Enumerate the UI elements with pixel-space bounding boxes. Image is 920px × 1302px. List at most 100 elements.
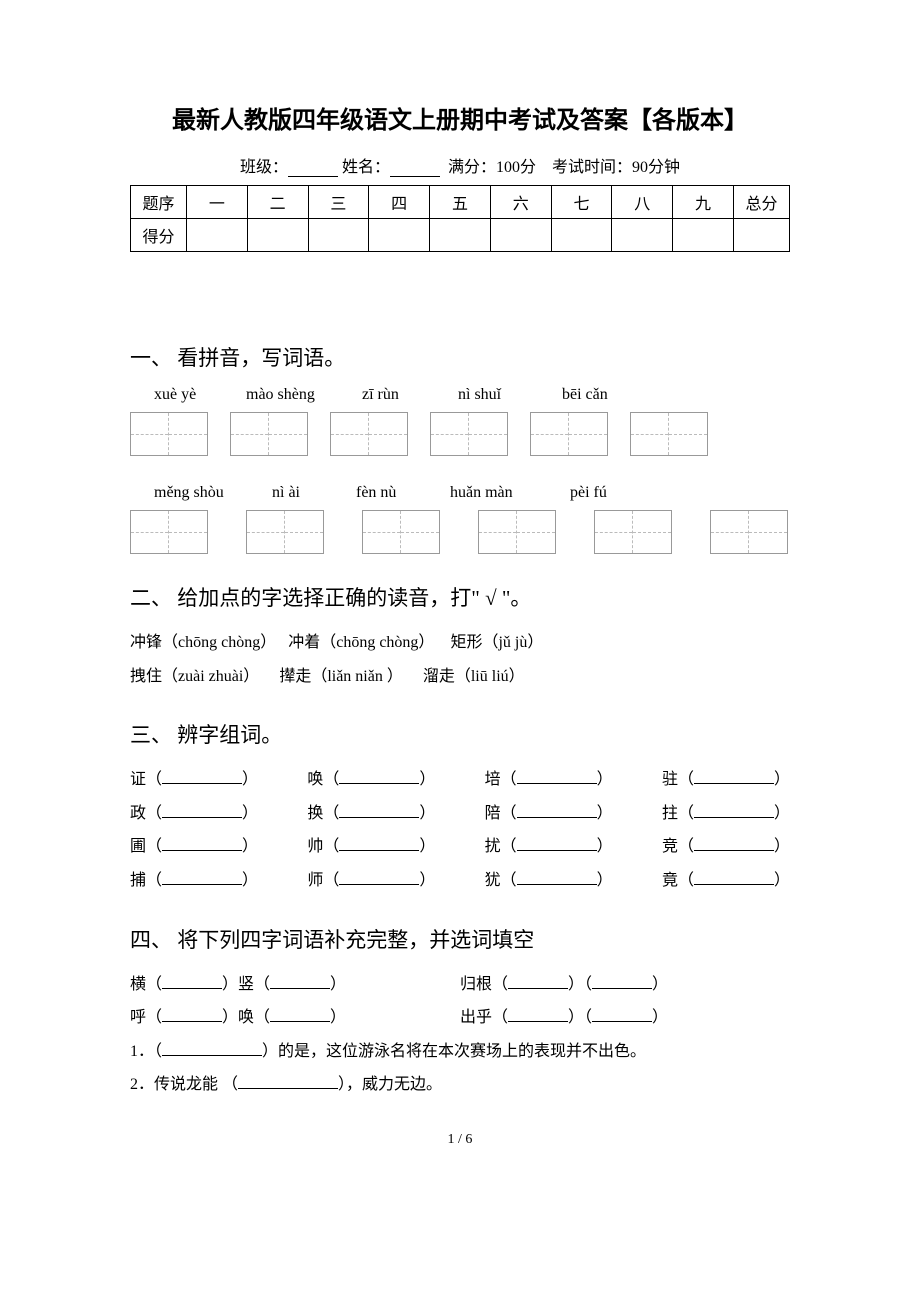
char: 帅 (307, 838, 323, 855)
char: 换 (307, 805, 323, 822)
table-cell[interactable] (369, 219, 430, 252)
section-3-title: 三、 辨字组词。 (130, 719, 790, 749)
text: 1．（ (130, 1043, 162, 1060)
blank[interactable] (339, 802, 419, 818)
table-cell[interactable] (247, 219, 308, 252)
table-cell[interactable] (490, 219, 551, 252)
char-box-row (130, 412, 790, 456)
blank[interactable] (517, 768, 597, 784)
cizu-row: 证（） 唤（） 培（） 驻（） (130, 763, 790, 797)
table-cell: 五 (430, 186, 491, 219)
char: 竞 (662, 838, 678, 855)
pinyin-row: xuè yè mào shèng zī rùn nì shuǐ bēi cǎn (154, 386, 790, 404)
char-box-row (130, 510, 790, 554)
pinyin-row: měng shòu nì ài fèn nù huǎn màn pèi fú (154, 484, 790, 502)
table-cell: 六 (490, 186, 551, 219)
blank[interactable] (517, 802, 597, 818)
char-box[interactable] (630, 412, 708, 456)
blank[interactable] (162, 768, 242, 784)
blank[interactable] (162, 973, 222, 989)
page-title: 最新人教版四年级语文上册期中考试及答案【各版本】 (130, 100, 790, 135)
table-cell[interactable] (612, 219, 673, 252)
char: 陪 (485, 805, 501, 822)
blank[interactable] (270, 1006, 330, 1022)
cizu-row: 捕（） 师（） 犹（） 竟（） (130, 864, 790, 898)
blank[interactable] (592, 1006, 652, 1022)
class-blank[interactable] (288, 161, 338, 177)
text: ）的是，这位游泳名将在本次赛场上的表现并不出色。 (262, 1043, 646, 1060)
char-box[interactable] (230, 412, 308, 456)
cizu-row: 政（） 换（） 陪（） 拄（） (130, 797, 790, 831)
class-label: 班级： (240, 159, 288, 176)
blank[interactable] (508, 1006, 568, 1022)
blank[interactable] (694, 802, 774, 818)
blank[interactable] (339, 869, 419, 885)
section-2-body: 冲锋（chōng chòng） 冲着（chōng chòng） 矩形（jǔ jù… (130, 626, 790, 693)
char: 政 (130, 805, 146, 822)
text: 2．传说龙能 （ (130, 1076, 238, 1093)
pinyin: bēi cǎn (562, 386, 608, 404)
blank[interactable] (694, 869, 774, 885)
blank[interactable] (162, 802, 242, 818)
blank[interactable] (508, 973, 568, 989)
blank[interactable] (162, 835, 242, 851)
blank[interactable] (517, 835, 597, 851)
pinyin: pèi fú (570, 484, 607, 502)
table-cell[interactable] (187, 219, 248, 252)
blank[interactable] (162, 1006, 222, 1022)
info-line: 班级： 姓名： 满分：100分 考试时间：90分钟 (130, 153, 790, 177)
text: ） (652, 1009, 668, 1026)
text: ） (330, 976, 346, 993)
text: 出乎（ (460, 1009, 508, 1026)
page-footer: 1 / 6 (130, 1132, 790, 1148)
section-4-body: 横（）竖（） 归根（）（） 呼（）唤（） 出乎（）（） 1．（）的是，这位游泳名… (130, 968, 790, 1102)
blank[interactable] (517, 869, 597, 885)
table-cell: 七 (551, 186, 612, 219)
blank[interactable] (592, 973, 652, 989)
char: 师 (307, 872, 323, 889)
char-box[interactable] (478, 510, 556, 554)
char-box[interactable] (330, 412, 408, 456)
table-cell: 得分 (131, 219, 187, 252)
table-cell: 题序 (131, 186, 187, 219)
char-box[interactable] (710, 510, 788, 554)
char: 证 (130, 771, 146, 788)
blank[interactable] (694, 835, 774, 851)
char-box[interactable] (246, 510, 324, 554)
char-box[interactable] (362, 510, 440, 554)
text: 呼（ (130, 1009, 162, 1026)
char-box[interactable] (594, 510, 672, 554)
section-3-body: 证（） 唤（） 培（） 驻（） 政（） 换（） 陪（） 拄（） 圃（） 帅（） … (130, 763, 790, 897)
table-cell[interactable] (673, 219, 734, 252)
q-item: 撵走（liǎn niǎn ） (279, 668, 403, 685)
table-cell[interactable] (551, 219, 612, 252)
blank[interactable] (162, 869, 242, 885)
blank[interactable] (162, 1040, 262, 1056)
blank[interactable] (694, 768, 774, 784)
text: ）竖（ (222, 976, 270, 993)
char: 唤 (307, 771, 323, 788)
char-box[interactable] (530, 412, 608, 456)
section-2-title: 二、 给加点的字选择正确的读音，打" √ "。 (130, 582, 790, 612)
blank[interactable] (270, 973, 330, 989)
char-box[interactable] (130, 412, 208, 456)
text: ）（ (568, 976, 592, 993)
text: ） (330, 1009, 346, 1026)
blank[interactable] (238, 1073, 338, 1089)
char: 竟 (662, 872, 678, 889)
table-cell[interactable] (734, 219, 790, 252)
blank[interactable] (339, 835, 419, 851)
text: ）唤（ (222, 1009, 270, 1026)
table-cell[interactable] (308, 219, 369, 252)
name-blank[interactable] (390, 161, 440, 177)
table-cell[interactable] (430, 219, 491, 252)
blank[interactable] (339, 768, 419, 784)
q-item: 冲锋（chōng chòng） (130, 634, 276, 651)
char-box[interactable] (430, 412, 508, 456)
char: 圃 (130, 838, 146, 855)
pinyin: měng shòu (154, 484, 268, 502)
text: 归根（ (460, 976, 508, 993)
q-item: 矩形（jǔ jù） (450, 634, 543, 651)
section-1-title: 一、 看拼音，写词语。 (130, 342, 790, 372)
char-box[interactable] (130, 510, 208, 554)
